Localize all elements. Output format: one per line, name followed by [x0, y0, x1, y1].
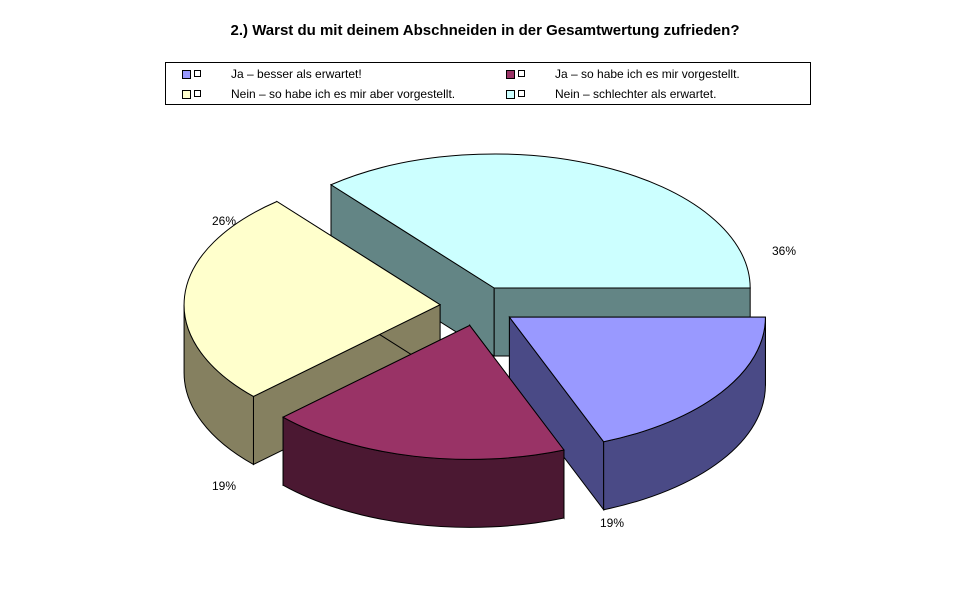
- legend: Ja – besser als erwartet! Ja – so habe i…: [165, 62, 811, 105]
- legend-key-icon: [194, 90, 201, 97]
- legend-label: Ja – so habe ich es mir vorgestellt.: [555, 67, 740, 81]
- legend-swatch: [506, 70, 515, 79]
- legend-label: Nein – so habe ich es mir aber vorgestel…: [231, 87, 456, 101]
- legend-label: Ja – besser als erwartet!: [231, 67, 362, 81]
- chart-title: 2.) Warst du mit deinem Abschneiden in d…: [230, 22, 740, 39]
- legend-swatch: [182, 70, 191, 79]
- data-label: 19%: [212, 479, 236, 493]
- legend-swatch: [182, 90, 191, 99]
- pie-sides: [183, 153, 766, 528]
- data-label: 19%: [600, 516, 624, 530]
- legend-swatch: [506, 90, 515, 99]
- data-label: 36%: [772, 244, 796, 258]
- legend-key-icon: [194, 70, 201, 77]
- pie-tops: 19% 19% 26% 36%: [212, 214, 796, 530]
- slice-top: [329, 153, 751, 289]
- legend-label: Nein – schlechter als erwartet.: [555, 87, 717, 101]
- pie-slice: [508, 315, 766, 512]
- slice-top: [282, 324, 565, 460]
- data-label: 26%: [212, 214, 236, 228]
- legend-key-icon: [518, 90, 525, 97]
- slice-top: [508, 316, 766, 443]
- legend-key-icon: [518, 70, 525, 77]
- pie-slice: [282, 323, 565, 528]
- slice-top: [183, 200, 442, 398]
